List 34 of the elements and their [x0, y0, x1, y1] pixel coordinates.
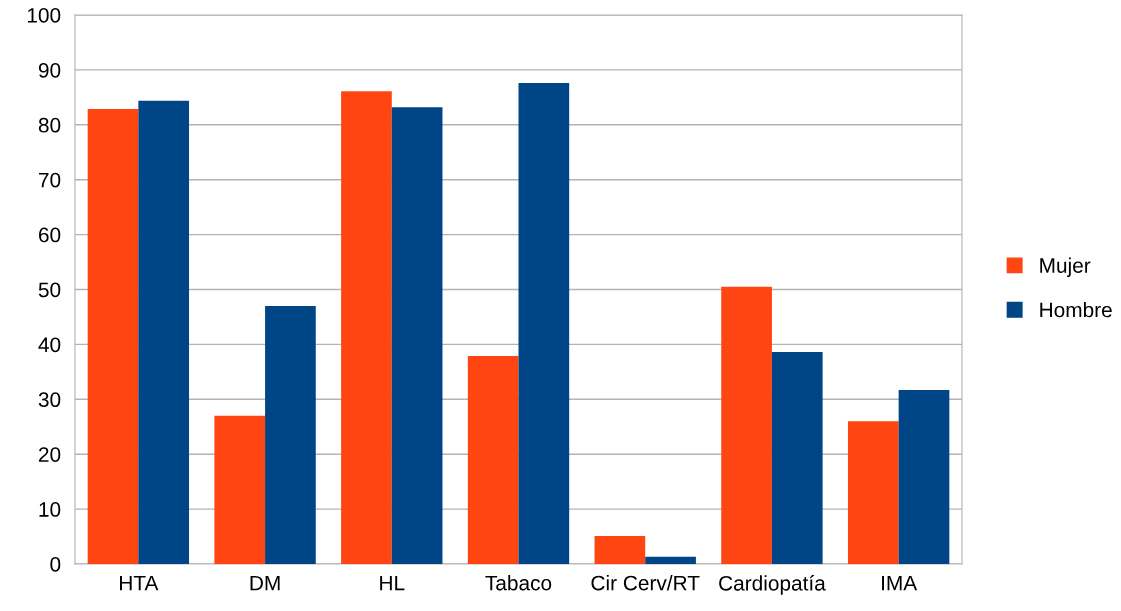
bar — [138, 100, 190, 564]
y-tick-label: 70 — [39, 172, 61, 188]
bar — [594, 536, 646, 564]
bar — [341, 91, 392, 564]
y-tick-label: 10 — [39, 502, 61, 517]
y-tick-label: 40 — [38, 337, 61, 353]
x-tick-label: HTA — [120, 575, 159, 591]
y-tick-label: 0 — [50, 557, 61, 572]
x-tick-label: DM — [250, 575, 280, 591]
x-tick-label: IMA — [882, 575, 918, 591]
bar — [847, 421, 899, 564]
y-tick-label: 100 — [27, 8, 61, 23]
bar — [898, 389, 950, 564]
y-tick-label: 20 — [38, 447, 61, 462]
y-tick-label: 80 — [38, 117, 61, 133]
x-tick-label: Tabaco — [485, 575, 552, 591]
y-tick-label: 30 — [38, 392, 61, 408]
bar — [771, 352, 823, 564]
bar — [265, 305, 316, 564]
y-tick-label: 60 — [39, 227, 61, 243]
bar — [87, 108, 139, 564]
x-tick-label: HL — [380, 575, 405, 591]
legend-label: Mujer — [1040, 257, 1091, 277]
y-tick-label: 90 — [38, 62, 61, 78]
bar — [467, 355, 519, 564]
legend-label: Hombre — [1040, 302, 1112, 318]
bar — [214, 415, 266, 564]
bar — [518, 83, 570, 564]
bar — [391, 107, 443, 564]
x-tick-label: Cardiopatía — [719, 575, 826, 595]
bar — [721, 286, 772, 564]
bar — [645, 556, 696, 564]
y-tick-label: 50 — [38, 282, 61, 298]
x-tick-label: Cir Cerv/RT — [591, 575, 700, 591]
